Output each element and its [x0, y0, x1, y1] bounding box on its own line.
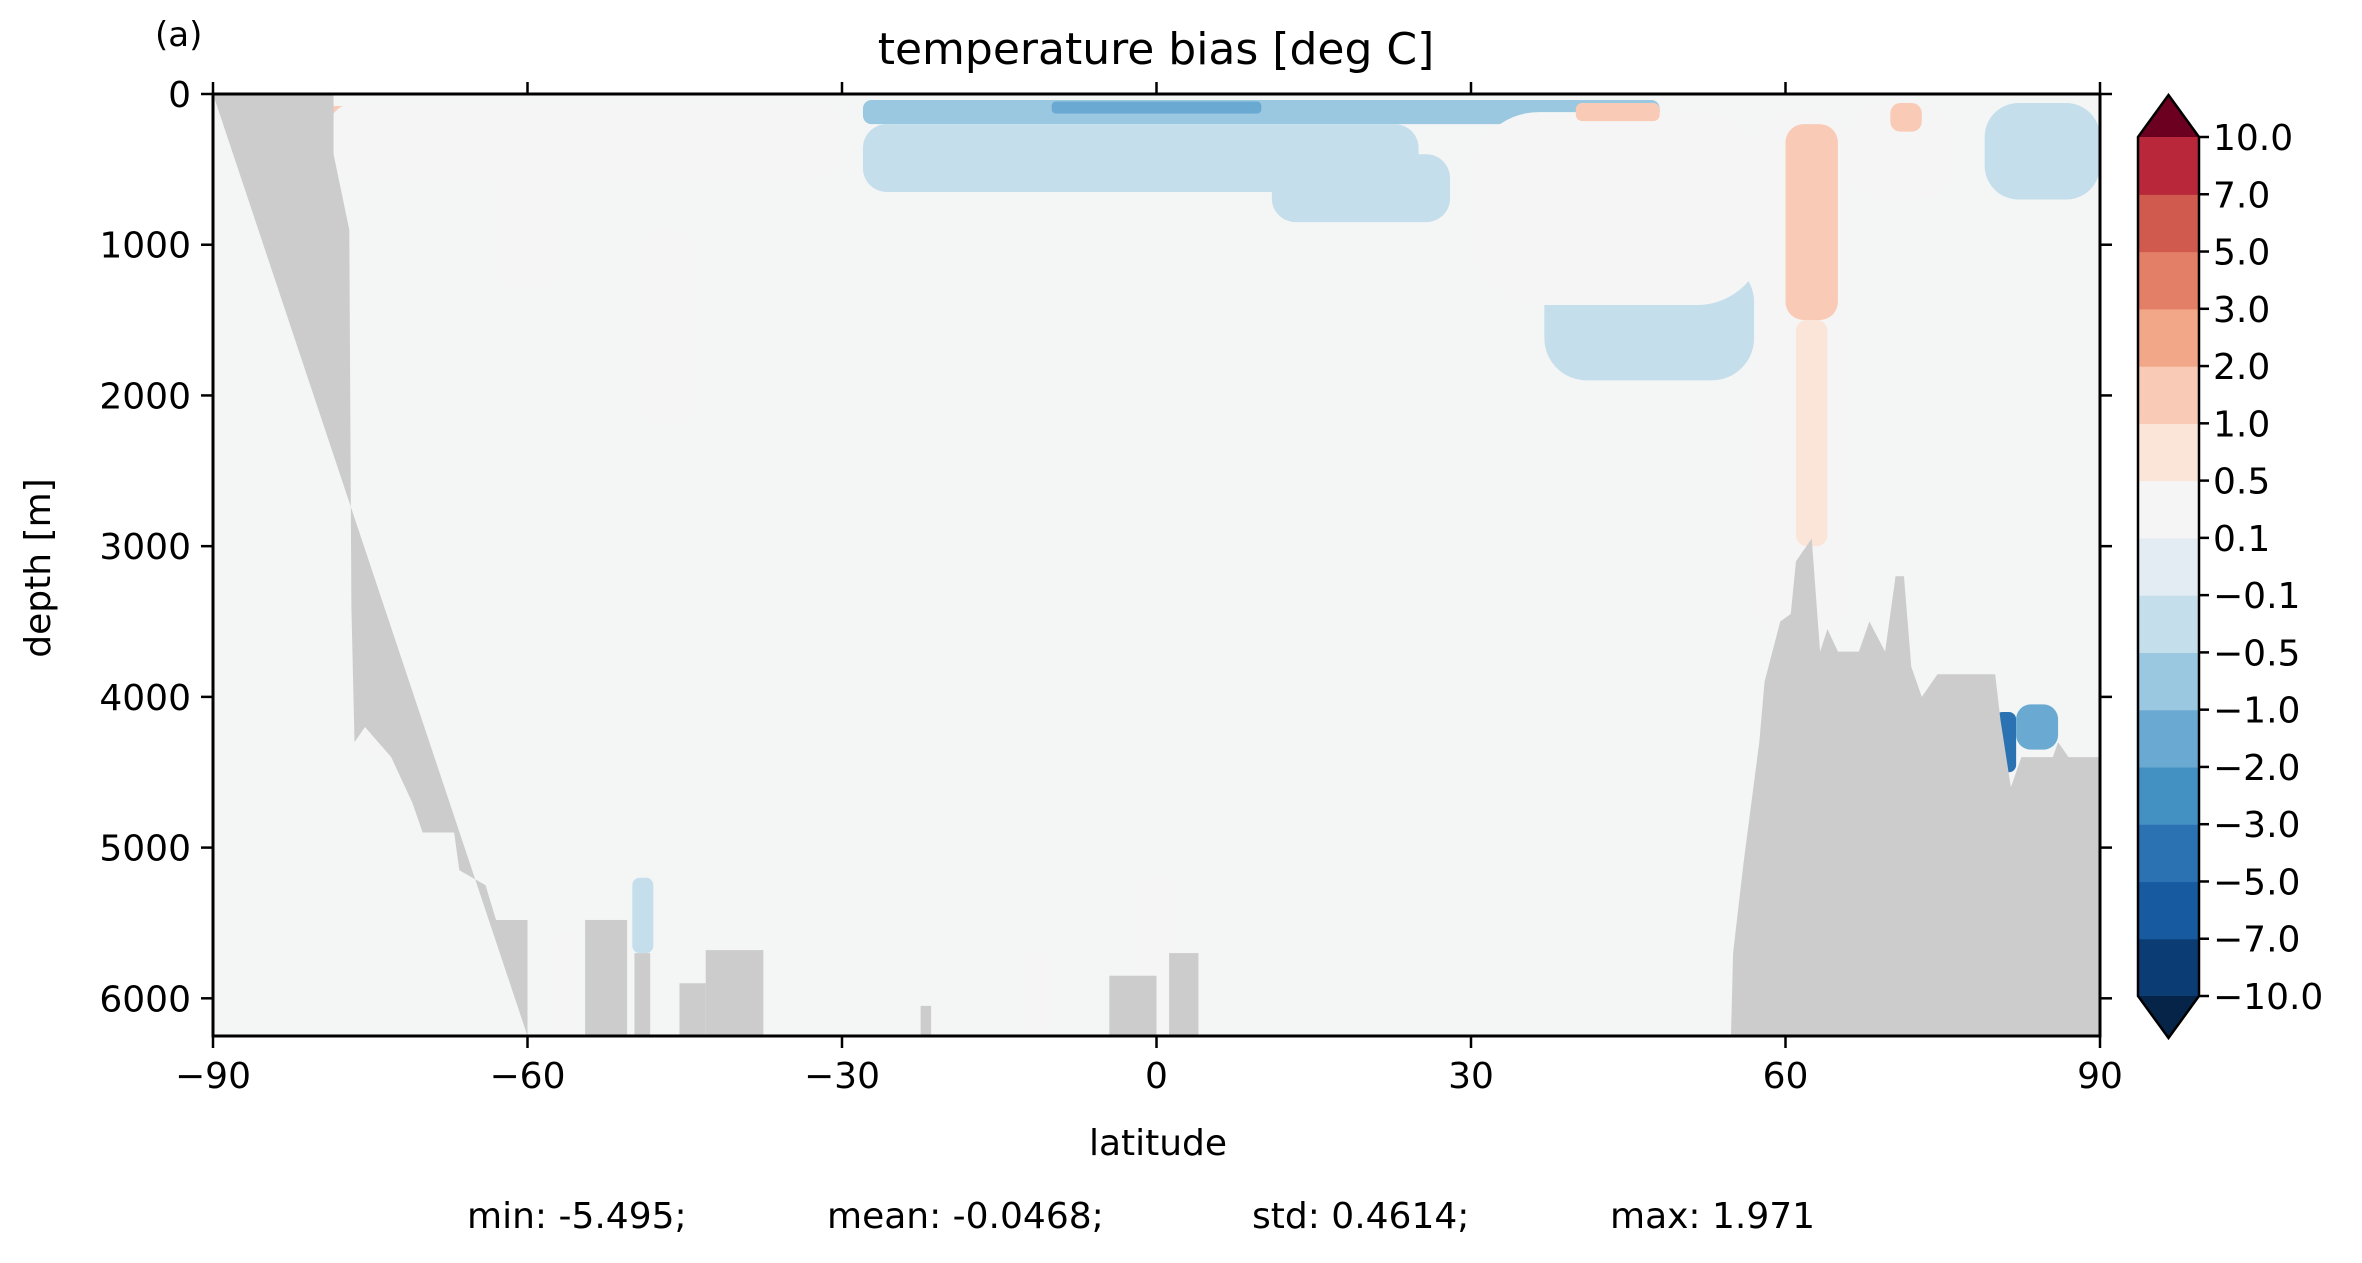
x-tick-label: 30 — [1448, 1056, 1494, 1097]
bias-region — [642, 229, 696, 426]
colorbar-segment — [2138, 308, 2199, 367]
bias-region — [1890, 103, 1922, 132]
bias-region — [1471, 112, 1765, 306]
bias-region — [632, 877, 654, 954]
y-axis: 0 1000 2000 3000 4000 5000 6000 — [99, 75, 2112, 1020]
colorbar-segment — [2138, 480, 2199, 539]
x-axis-label: latitude — [1089, 1123, 1227, 1164]
colorbar-segment — [2138, 938, 2199, 997]
colorbar-segment — [2138, 824, 2199, 883]
bias-region — [328, 103, 843, 179]
colorbar-tick-label: −5.0 — [2213, 862, 2300, 903]
colorbar-tick-label: −7.0 — [2213, 920, 2300, 961]
y-tick-label: 4000 — [99, 678, 191, 719]
seamount — [920, 1005, 932, 1036]
bias-region — [1848, 103, 1954, 200]
seamount — [679, 983, 706, 1036]
x-tick-label: 0 — [1145, 1056, 1168, 1097]
stat-mean: mean: -0.0468; — [827, 1196, 1104, 1237]
x-axis: −90 −60 −30 0 30 60 90 — [175, 82, 2123, 1097]
colorbar-tick-label: 2.0 — [2213, 347, 2270, 388]
colorbar-segment — [2138, 137, 2199, 195]
x-tick-label: −30 — [804, 1056, 880, 1097]
colorbar-segment — [2138, 766, 2199, 825]
colorbar-tick-label: 1.0 — [2213, 404, 2270, 445]
colorbar-tick-label: −0.1 — [2213, 576, 2300, 617]
colorbar: −10.0 −7.0 −5.0 −3.0 −2.0 −1.0 −0.5 −0.1 0.1 0.5 1… — [2136, 92, 2323, 1041]
colorbar-segment — [2138, 194, 2199, 253]
x-tick-label: 90 — [2077, 1056, 2123, 1097]
bias-region — [548, 930, 580, 1036]
colorbar-tick-label: 0.1 — [2213, 519, 2270, 560]
bias-region — [496, 169, 559, 290]
colorbar-segment — [2138, 881, 2199, 940]
x-tick-label: −90 — [175, 1056, 251, 1097]
colorbar-tick-label: −1.0 — [2213, 691, 2300, 732]
colorbar-tick-label: −10.0 — [2213, 977, 2323, 1018]
colorbar-tick-label: 0.5 — [2213, 462, 2270, 503]
panel-label: (a) — [155, 15, 202, 55]
chart-title: temperature bias [deg C] — [878, 24, 1435, 75]
bias-region — [1795, 320, 1828, 547]
colorbar-extend-top — [2138, 95, 2199, 137]
y-tick-label: 3000 — [99, 527, 191, 568]
y-tick-label: 0 — [168, 75, 191, 116]
y-tick-label: 5000 — [99, 829, 191, 870]
colorbar-tick-label: −2.0 — [2213, 748, 2300, 789]
bias-region — [1271, 154, 1451, 223]
colorbar-segment — [2138, 251, 2199, 310]
seamount — [585, 919, 628, 1036]
bias-region — [1785, 124, 1838, 321]
stat-std: std: 0.4614; — [1252, 1196, 1470, 1237]
bias-region — [1984, 103, 2100, 200]
colorbar-tick-label: −3.0 — [2213, 805, 2300, 846]
y-axis-label: depth [m] — [18, 478, 59, 657]
colorbar-segment — [2138, 366, 2199, 424]
seamount — [705, 950, 764, 1036]
plot-area — [213, 94, 2100, 1036]
stat-min: min: -5.495; — [467, 1196, 687, 1237]
colorbar-tick-label: 3.0 — [2213, 290, 2270, 331]
y-tick-label: 1000 — [99, 226, 191, 267]
statistics-row: min: -5.495; mean: -0.0468; std: 0.4614;… — [0, 1196, 2362, 1237]
colorbar-tick-label: 5.0 — [2213, 233, 2270, 274]
colorbar-extend-bottom — [2138, 996, 2199, 1038]
seamount — [1109, 975, 1157, 1036]
colorbar-segment — [2138, 423, 2199, 482]
bias-region — [1051, 101, 1262, 114]
colorbar-tick-label: 10.0 — [2213, 118, 2293, 159]
bias-region — [2016, 704, 2059, 750]
land-antarctica — [213, 94, 528, 1036]
bias-region — [1575, 103, 1660, 122]
colorbar-segment — [2138, 652, 2199, 711]
colorbar-segment — [2138, 709, 2199, 768]
y-tick-label: 6000 — [99, 979, 191, 1020]
seamount — [1169, 953, 1199, 1036]
stat-max: max: 1.971 — [1610, 1196, 1816, 1237]
colorbar-segment — [2138, 595, 2199, 653]
colorbar-segment — [2138, 537, 2199, 596]
x-tick-label: 60 — [1763, 1056, 1809, 1097]
bias-region — [1020, 953, 1052, 1036]
y-tick-label: 2000 — [99, 376, 191, 417]
land-arctic — [1730, 538, 2100, 1036]
colorbar-tick-label: −0.5 — [2213, 633, 2300, 674]
seamount — [634, 953, 651, 1036]
x-tick-label: −60 — [490, 1056, 566, 1097]
colorbar-tick-label: 7.0 — [2213, 175, 2270, 216]
